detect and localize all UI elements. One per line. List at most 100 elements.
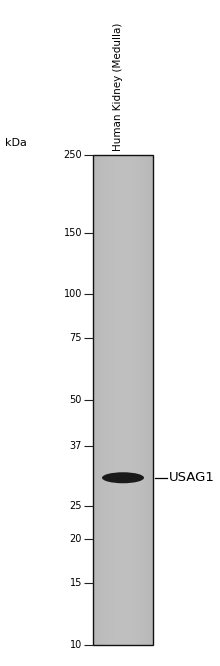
Bar (124, 155, 125, 645)
Text: 75: 75 (70, 333, 82, 343)
Bar (109, 155, 110, 645)
Bar (142, 155, 143, 645)
Bar (126, 155, 128, 645)
Bar (122, 155, 123, 645)
Bar (105, 155, 106, 645)
Bar (97, 155, 98, 645)
Bar (148, 155, 149, 645)
Bar (108, 155, 109, 645)
Bar (107, 155, 108, 645)
Bar (123, 155, 124, 645)
Bar (112, 155, 113, 645)
Bar (133, 155, 134, 645)
Bar (98, 155, 99, 645)
Bar (142, 155, 143, 645)
Bar (140, 155, 141, 645)
Bar (145, 155, 146, 645)
Bar (114, 155, 115, 645)
Text: 10: 10 (70, 640, 82, 650)
Bar (145, 155, 146, 645)
Bar (109, 155, 110, 645)
Bar (128, 155, 129, 645)
Text: 37: 37 (70, 441, 82, 451)
Bar (112, 155, 113, 645)
Bar (151, 155, 152, 645)
Bar (110, 155, 112, 645)
Bar (106, 155, 107, 645)
Bar (127, 155, 128, 645)
Bar (136, 155, 137, 645)
Bar (126, 155, 127, 645)
Bar (101, 155, 102, 645)
Text: USAG1: USAG1 (169, 472, 215, 484)
Bar (117, 155, 118, 645)
Bar (118, 155, 119, 645)
Bar (134, 155, 136, 645)
Bar (100, 155, 101, 645)
Bar (95, 155, 96, 645)
Bar (102, 155, 103, 645)
Bar (132, 155, 133, 645)
Bar (104, 155, 105, 645)
Bar (94, 155, 95, 645)
Bar (96, 155, 97, 645)
Text: Human Kidney (Medulla): Human Kidney (Medulla) (113, 23, 123, 151)
Bar (148, 155, 149, 645)
Bar (134, 155, 135, 645)
Bar (120, 155, 121, 645)
Bar (101, 155, 103, 645)
Bar (95, 155, 97, 645)
Bar (138, 155, 139, 645)
Bar (140, 155, 141, 645)
Bar (99, 155, 100, 645)
Bar (139, 155, 140, 645)
Bar (152, 155, 153, 645)
Bar (137, 155, 138, 645)
Bar (113, 155, 114, 645)
Bar (113, 155, 114, 645)
Bar (121, 155, 122, 645)
Text: 50: 50 (70, 395, 82, 405)
Bar (130, 155, 131, 645)
Text: 150: 150 (64, 228, 82, 238)
Bar (136, 155, 137, 645)
Bar (121, 155, 122, 645)
Text: 25: 25 (70, 501, 82, 511)
Ellipse shape (102, 472, 144, 484)
Bar (122, 155, 123, 645)
Bar (124, 155, 125, 645)
Text: 100: 100 (64, 290, 82, 300)
Bar (152, 155, 154, 645)
Bar (143, 155, 144, 645)
Bar (119, 155, 121, 645)
Bar (100, 155, 101, 645)
Bar (149, 155, 150, 645)
Bar (146, 155, 147, 645)
Bar (128, 155, 130, 645)
Bar (116, 155, 117, 645)
Bar (147, 155, 148, 645)
Bar (129, 155, 130, 645)
Bar (135, 155, 136, 645)
Bar (118, 155, 119, 645)
Bar (115, 155, 116, 645)
Bar (150, 155, 151, 645)
Bar (138, 155, 139, 645)
Bar (104, 155, 106, 645)
Text: 20: 20 (70, 535, 82, 545)
Bar (131, 155, 132, 645)
Bar (93, 155, 94, 645)
Bar (107, 155, 108, 645)
Bar (119, 155, 120, 645)
Bar (94, 155, 95, 645)
Bar (143, 155, 145, 645)
Bar (149, 155, 150, 645)
Bar (93, 155, 153, 645)
Bar (115, 155, 116, 645)
Bar (144, 155, 145, 645)
Bar (110, 155, 111, 645)
Bar (146, 155, 147, 645)
Bar (141, 155, 142, 645)
Bar (125, 155, 126, 645)
Bar (97, 155, 98, 645)
